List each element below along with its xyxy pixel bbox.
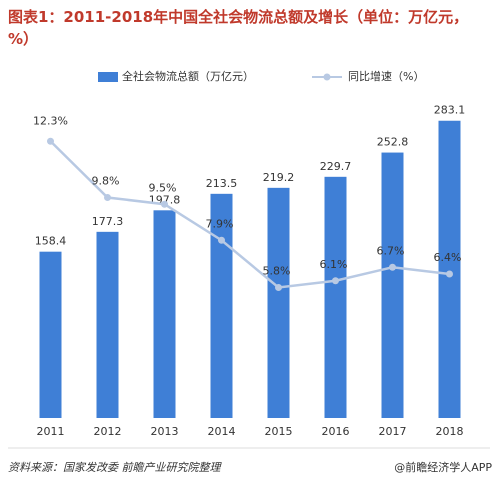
bar (324, 176, 347, 418)
x-tick-label: 2014 (208, 425, 236, 438)
x-tick-label: 2018 (436, 425, 464, 438)
line-point (389, 263, 396, 271)
data-label: 7.9% (206, 217, 234, 230)
data-label: 9.8% (92, 175, 120, 188)
chart-title: 图表1：2011-2018年中国全社会物流总额及增长（单位：万亿元，%） (8, 8, 469, 48)
legend-label: 同比增速（%） (348, 69, 424, 83)
x-tick-label: 2016 (322, 425, 350, 438)
line-point (275, 284, 282, 291)
bar (210, 193, 233, 418)
legend-label: 全社会物流总额（万亿元） (122, 69, 254, 83)
bar (96, 231, 119, 418)
x-tick-label: 2015 (265, 425, 293, 438)
source: 资料来源：国家发改委 前瞻产业研究院整理 (8, 461, 222, 474)
data-label: 252.8 (377, 136, 409, 149)
legend-swatch (98, 72, 118, 82)
data-label: 6.4% (434, 251, 462, 264)
data-label: 9.5% (149, 181, 177, 194)
data-label: 213.5 (206, 177, 238, 190)
bar (438, 120, 461, 419)
data-label: 283.1 (434, 104, 466, 117)
x-tick-label: 2013 (151, 425, 179, 438)
line (49, 140, 450, 289)
x-tick-label: 2017 (379, 425, 407, 438)
data-label: 6.1% (320, 258, 348, 271)
bar (381, 152, 404, 418)
bar (267, 187, 290, 418)
data-label: 229.7 (320, 160, 352, 173)
bar (153, 210, 176, 418)
x-tick-label: 2011 (37, 425, 65, 438)
line-point (332, 277, 339, 285)
bar (39, 251, 62, 418)
line-point (161, 200, 168, 208)
data-label: 5.8% (263, 265, 291, 278)
line-point (104, 194, 111, 201)
data-label: 6.7% (377, 244, 405, 257)
x-tick-label: 2012 (94, 425, 122, 438)
line-point (47, 137, 54, 145)
line-point (446, 270, 453, 278)
watermark: @前瞻经济学人APP (394, 460, 492, 474)
line-point (218, 236, 225, 244)
legend-swatch (323, 73, 331, 81)
data-label: 12.3% (33, 114, 68, 127)
data-label: 219.2 (263, 171, 295, 184)
data-label: 177.3 (92, 215, 124, 228)
data-label: 158.4 (35, 235, 67, 248)
